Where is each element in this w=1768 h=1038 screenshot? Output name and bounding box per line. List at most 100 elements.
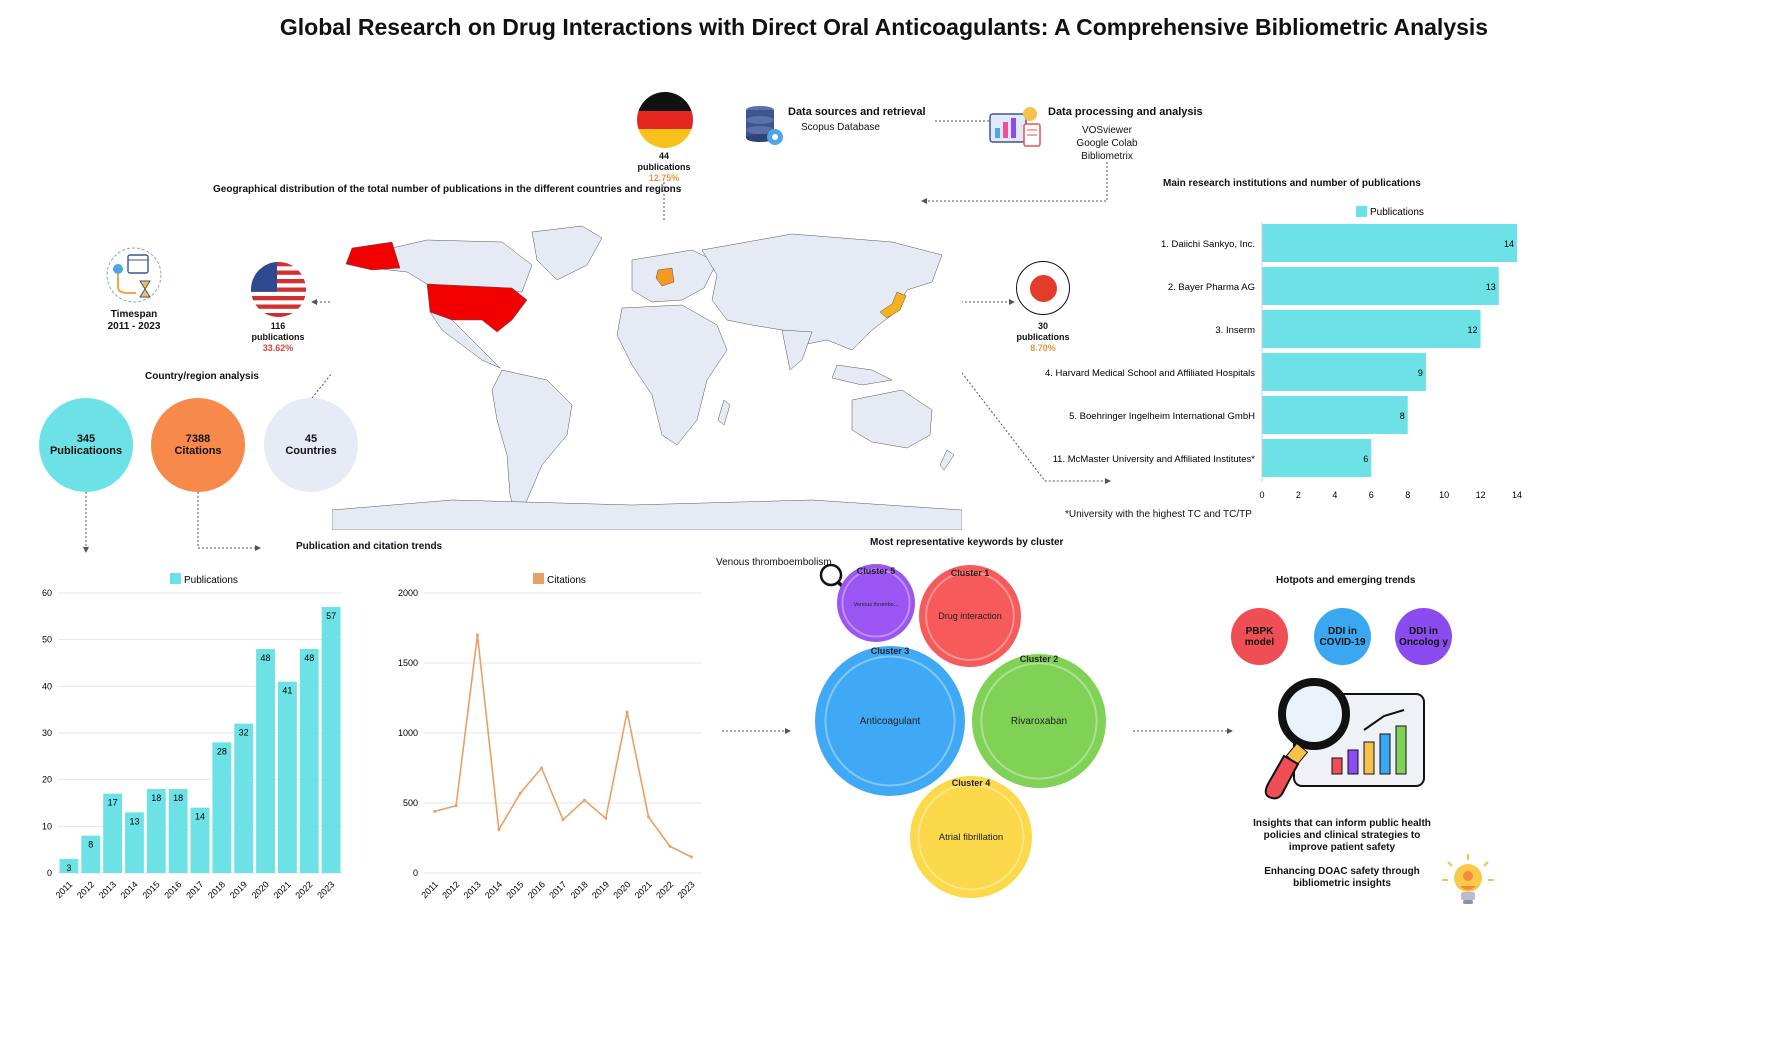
institutions-title: Main research institutions and number of…: [1163, 178, 1421, 189]
x-tick-label: 2023: [675, 879, 696, 900]
japan-label: publications: [1016, 332, 1070, 342]
x-tick-label: 2023: [315, 879, 336, 900]
timespan-label: Timespan: [110, 309, 158, 320]
japan-count: 30: [1037, 321, 1048, 331]
bar-value-label: 48: [261, 653, 271, 663]
institution-label: 2. Bayer Pharma AG: [1168, 282, 1255, 293]
institution-bar: [1262, 310, 1481, 348]
cluster-label: Cluster 2: [1020, 654, 1059, 664]
cluster-keyword: Venous thrombo...: [854, 602, 899, 608]
x-tick-label: 2017: [184, 879, 205, 900]
stat-citations-value: 7388: [185, 433, 211, 445]
x-tick-label: 2022: [293, 879, 314, 900]
germany-pct: 12.75%: [648, 173, 680, 183]
bar-value-label: 8: [88, 840, 93, 850]
publication-bar: [234, 723, 254, 873]
usa-pct: 33.62%: [262, 343, 294, 353]
y-tick-label: 10: [42, 821, 52, 831]
institution-value-label: 14: [1504, 239, 1514, 249]
x-tick-label: 2019: [228, 879, 249, 900]
data-sources-value: Scopus Database: [801, 122, 880, 133]
usa-count: 116: [270, 321, 286, 331]
cluster-inner-ring: [824, 655, 956, 787]
citation-point: [454, 804, 458, 808]
hotspot-pbpk: PBPK model: [1231, 608, 1288, 665]
timespan-value: 2011 - 2023: [107, 321, 161, 332]
cluster-inner-ring: [917, 783, 1025, 891]
bar-value-label: 14: [195, 812, 205, 822]
x-tick-label: 2021: [272, 879, 293, 900]
citation-line: [434, 634, 692, 858]
y-tick-label: 50: [42, 635, 52, 645]
citation-point: [668, 844, 672, 848]
y-tick-label: 1500: [398, 658, 418, 668]
legend-swatch: [533, 573, 544, 584]
cluster-inner-ring: [980, 662, 1098, 780]
publication-bar: [168, 789, 188, 873]
institution-label: 11. McMaster University and Affiliated I…: [1053, 454, 1256, 465]
y-tick-label: 40: [42, 681, 52, 691]
institution-label: 4. Harvard Medical School and Affiliated…: [1045, 368, 1255, 379]
publication-bar: [321, 607, 341, 873]
germany-label: publications: [637, 162, 691, 172]
data-sources-title: Data sources and retrieval: [788, 106, 926, 118]
x-tick-label: 2017: [547, 879, 568, 900]
bar-value-label: 48: [304, 653, 314, 663]
publication-bar: [299, 649, 319, 873]
institution-value-label: 9: [1418, 368, 1423, 378]
y-tick-label: 20: [42, 775, 52, 785]
citation-point: [582, 798, 586, 802]
japan-flag-icon: [1016, 261, 1070, 315]
institution-value-label: 12: [1468, 325, 1478, 335]
publication-bar: [81, 835, 101, 873]
tool-google-colab: Google Colab: [1076, 138, 1138, 149]
y-tick-label: 500: [403, 798, 418, 808]
bar-value-label: 18: [173, 793, 183, 803]
institution-bar: [1262, 267, 1499, 305]
x-tick-label: 2022: [654, 879, 675, 900]
keyword-clusters: Cluster 5 Venous thrombo... Cluster 1 Drug …: [815, 564, 1106, 898]
cluster-label: Cluster 3: [871, 646, 910, 656]
x-tick-label: 0: [1259, 490, 1264, 500]
x-tick-label: 4: [1332, 490, 1337, 500]
institution-bar: [1262, 439, 1372, 477]
institution-bar: [1262, 224, 1517, 262]
x-tick-label: 8: [1405, 490, 1410, 500]
enhance-text: Enhancing DOAC safety through bibliometr…: [1264, 866, 1420, 889]
legend-label: Citations: [547, 575, 586, 586]
hotspots-title: Hotpots and emerging trends: [1276, 575, 1416, 586]
institution-value-label: 6: [1363, 454, 1368, 464]
bar-value-label: 57: [326, 611, 336, 621]
institution-bar: [1262, 396, 1408, 434]
page-title: Global Research on Drug Interactions wit…: [279, 14, 1489, 40]
citation-point: [540, 766, 544, 770]
cluster-keyword: Drug interaction: [938, 611, 1002, 621]
zoom-keyword-label: Venous thromboembolism: [716, 557, 832, 568]
x-tick-label: 6: [1369, 490, 1374, 500]
database-icon: [742, 104, 786, 148]
citation-point: [518, 791, 522, 795]
magnifier-analytics-icon: [1264, 678, 1425, 800]
tool-bibliometrix: Bibliometrix: [1081, 151, 1133, 162]
x-tick-label: 14: [1512, 490, 1522, 500]
tool-vosviewer: VOSviewer: [1081, 125, 1132, 136]
stat-countries-label: Countries: [285, 445, 337, 457]
x-tick-label: 2020: [250, 879, 271, 900]
x-tick-label: 2018: [206, 879, 227, 900]
y-tick-label: 0: [47, 868, 52, 878]
cluster-keyword: Anticoagulant: [860, 716, 921, 727]
x-tick-label: 2015: [504, 879, 525, 900]
citation-point: [497, 828, 501, 832]
publication-bar: [277, 681, 297, 873]
stat-publications-label: Publicatioons: [49, 445, 123, 457]
cluster-keyword: Atrial fibrillation: [939, 832, 1003, 843]
legend-swatch: [1356, 206, 1367, 217]
citation-point: [475, 633, 479, 637]
y-tick-label: 2000: [398, 588, 418, 598]
bar-value-label: 28: [217, 746, 227, 756]
publication-bar: [190, 807, 210, 873]
y-tick-label: 60: [42, 588, 52, 598]
analysis-illustration-icon: [986, 102, 1044, 154]
bar-value-label: 13: [129, 816, 139, 826]
